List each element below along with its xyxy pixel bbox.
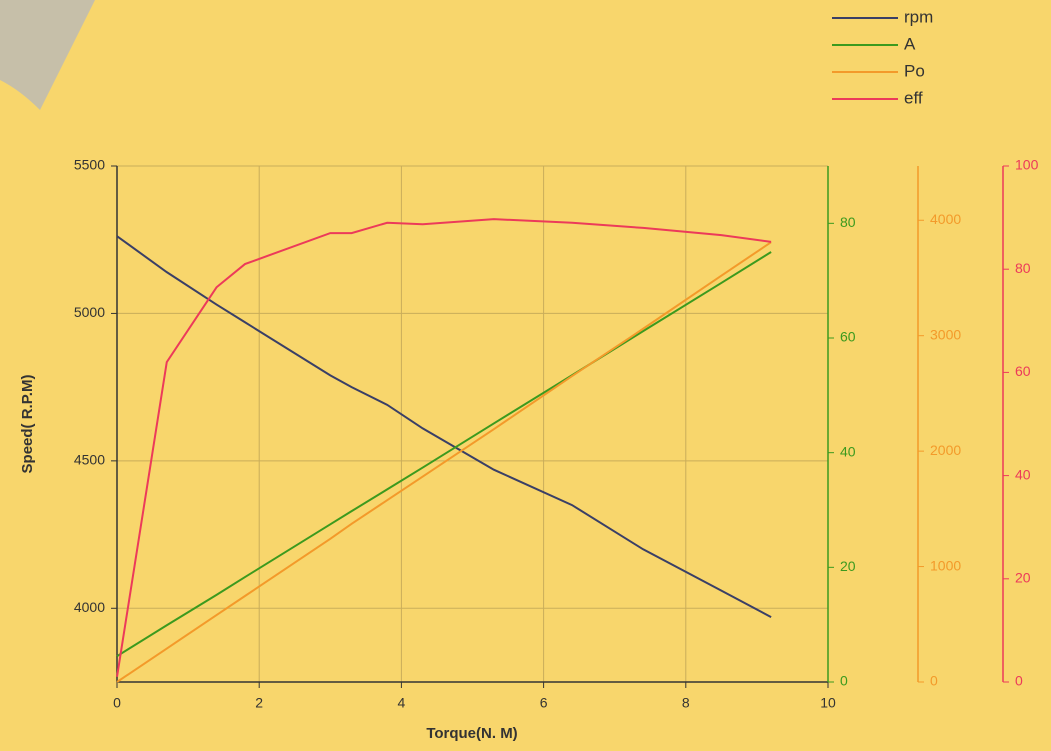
y-tick-label: 40 xyxy=(840,443,856,459)
y-tick-label: 0 xyxy=(930,673,938,689)
y-tick-label: 100 xyxy=(1015,157,1039,173)
y-axis-label: Speed( R.P.M) xyxy=(19,375,36,474)
y-tick-label: 0 xyxy=(840,673,848,689)
y-tick-label: 80 xyxy=(840,214,856,230)
y-tick-label: 5500 xyxy=(74,157,105,173)
y-tick-label: 60 xyxy=(1015,363,1031,379)
x-tick-label: 8 xyxy=(682,695,690,711)
y-tick-label: 4000 xyxy=(74,599,105,615)
y-tick-label: 5000 xyxy=(74,304,105,320)
x-tick-label: 4 xyxy=(398,695,406,711)
legend-label: eff xyxy=(904,88,923,107)
y-tick-label: 4000 xyxy=(930,211,961,227)
series-line xyxy=(116,235,772,619)
x-tick-label: 2 xyxy=(255,695,263,711)
legend-label: A xyxy=(904,34,916,53)
y-tick-label: 80 xyxy=(1015,260,1031,276)
y-tick-label: 2000 xyxy=(930,442,961,458)
legend-label: rpm xyxy=(904,7,933,26)
y-tick-label: 20 xyxy=(840,558,856,574)
background-shape xyxy=(0,0,95,110)
series-line xyxy=(116,251,772,658)
y-tick-label: 1000 xyxy=(930,557,961,573)
y-tick-label: 0 xyxy=(1015,673,1023,689)
series-line xyxy=(116,241,772,683)
x-tick-label: 10 xyxy=(820,695,836,711)
y-tick-label: 60 xyxy=(840,329,856,345)
x-tick-label: 0 xyxy=(113,695,121,711)
x-tick-label: 6 xyxy=(540,695,548,711)
y-tick-label: 40 xyxy=(1015,466,1031,482)
y-tick-label: 3000 xyxy=(930,326,961,342)
x-axis-label: Torque(N. M) xyxy=(426,725,517,742)
legend-label: Po xyxy=(904,61,925,80)
y-tick-label: 4500 xyxy=(74,452,105,468)
series-line xyxy=(116,218,772,677)
y-tick-label: 20 xyxy=(1015,570,1031,586)
